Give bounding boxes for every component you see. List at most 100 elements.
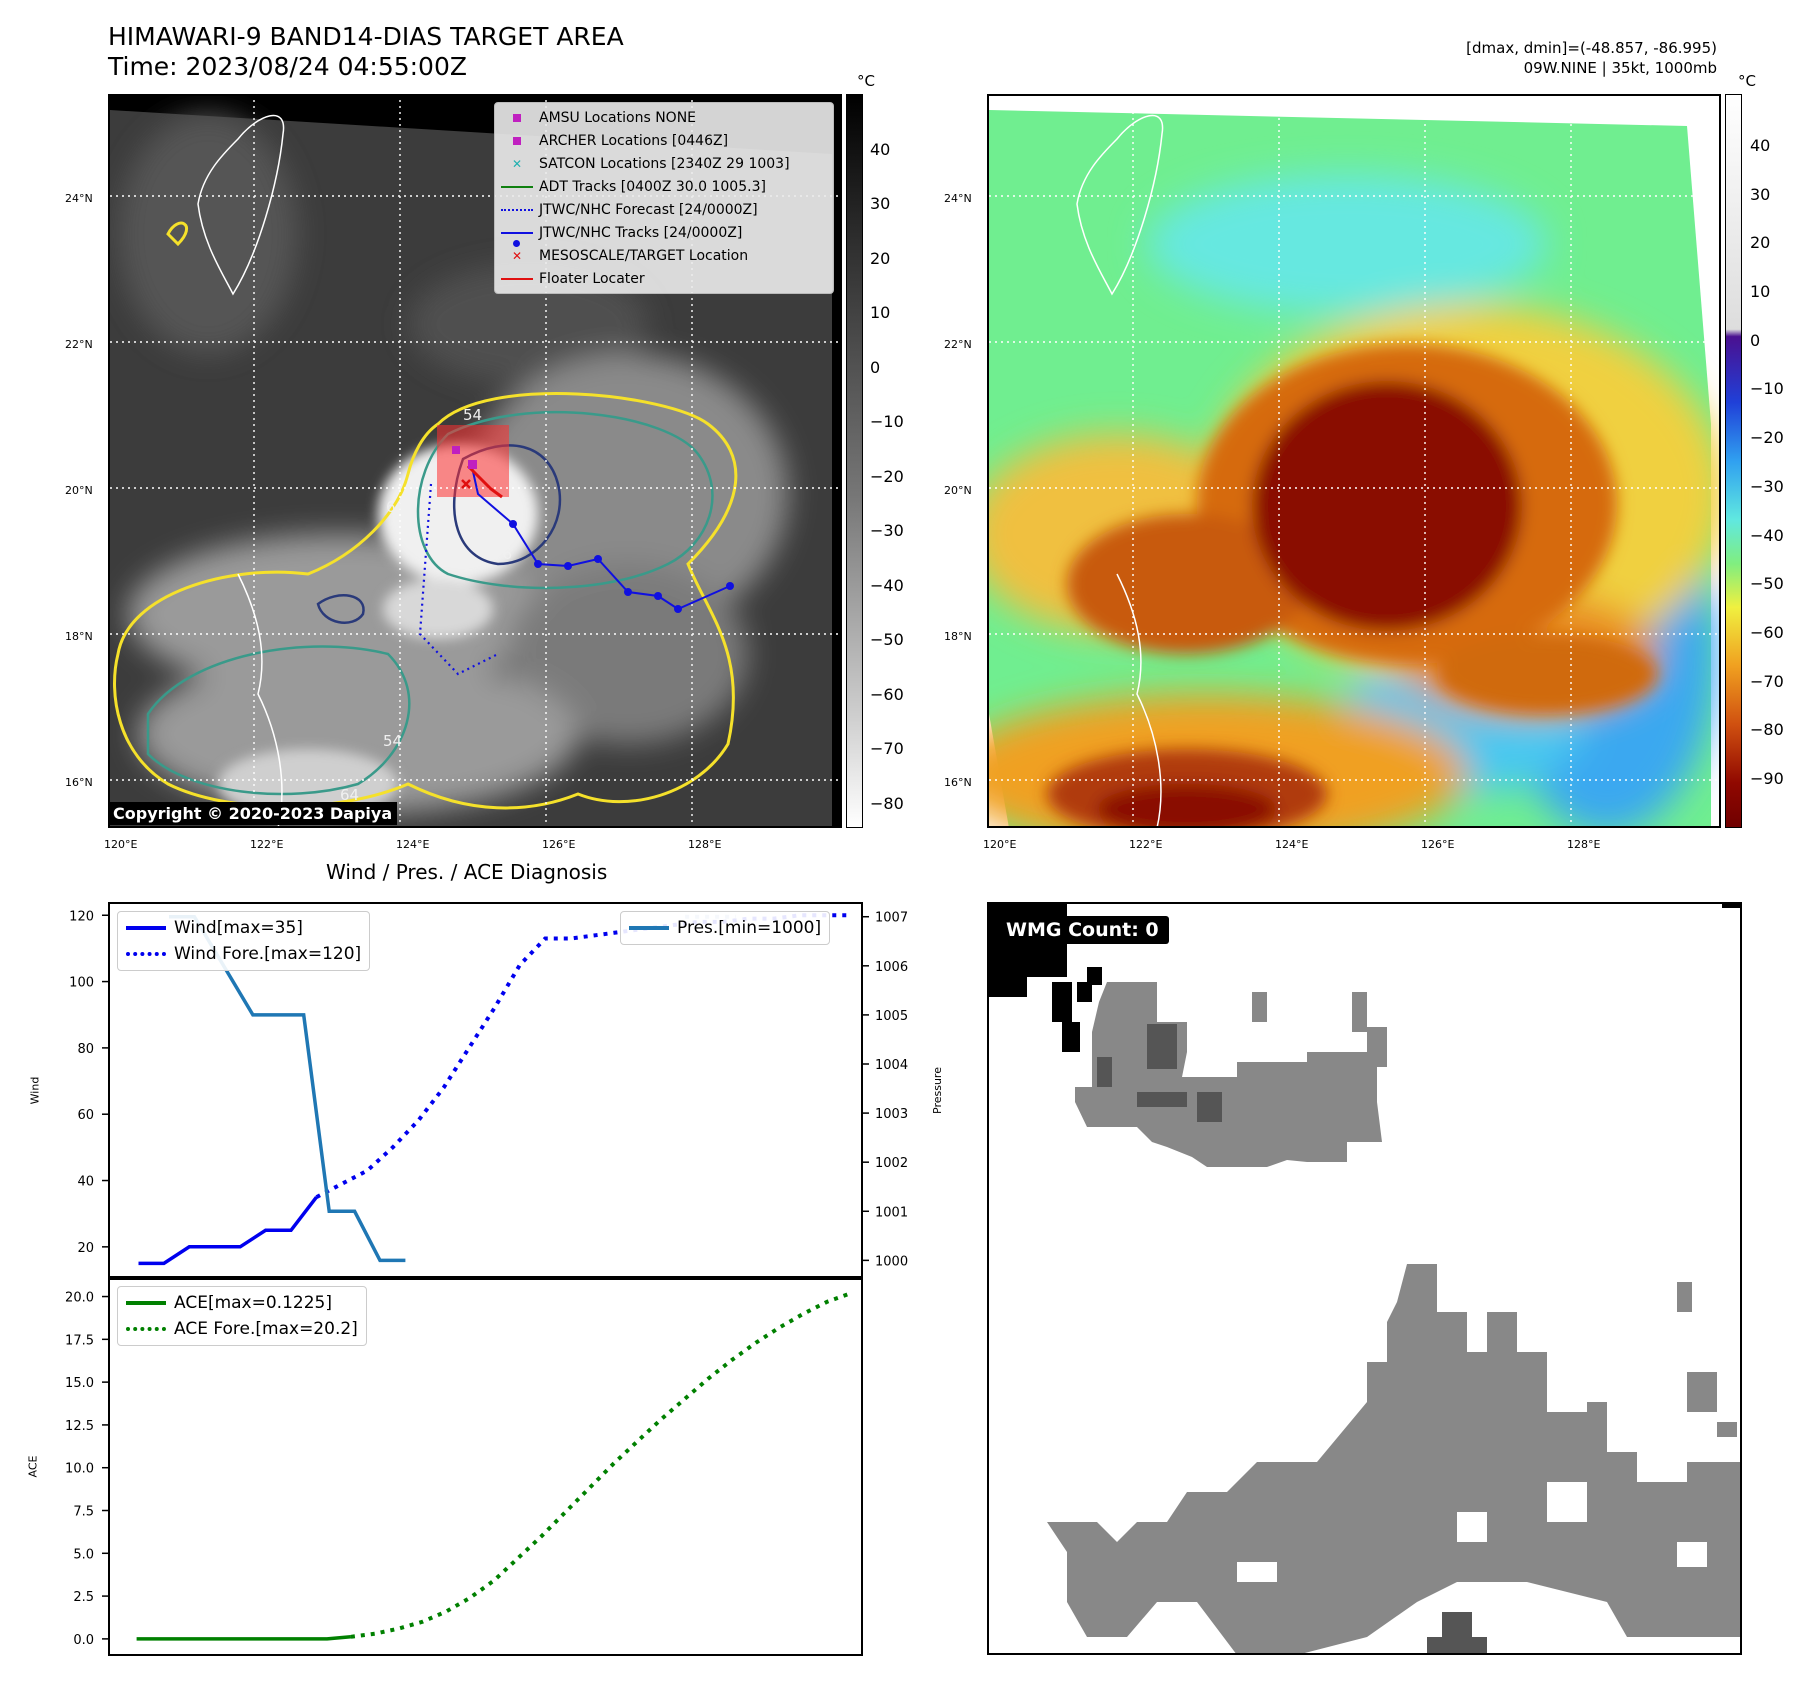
colorbar-tick: 30 <box>870 194 891 213</box>
colorbar-tick: −40 <box>1750 526 1784 545</box>
solid-line-icon <box>126 1301 166 1305</box>
legend-label: Floater Locater <box>539 270 645 287</box>
legend-label: ACE[max=0.1225] <box>174 1293 332 1313</box>
colorbar-tick: −10 <box>1750 379 1784 398</box>
legend-item: AMSU Locations NONE <box>495 106 833 129</box>
wind-tick-label: 20 <box>77 1241 94 1256</box>
ace-axis-label: ACE <box>26 1455 40 1478</box>
legend-label: SATCON Locations [2340Z 29 1003] <box>539 155 790 172</box>
lon-tick: 122°E <box>250 838 284 851</box>
colorbar-tick: 0 <box>1750 331 1761 350</box>
dotted-line-icon <box>495 208 539 211</box>
ace-tick-label: 5.0 <box>73 1547 94 1562</box>
legend-item: JTWC/NHC Tracks [24/0000Z] <box>495 221 833 247</box>
colorbar-tick: −30 <box>870 521 904 540</box>
ace-tick-label: 20.0 <box>65 1291 94 1306</box>
ace-tick-label: 0.0 <box>73 1633 94 1648</box>
wind-tick-label: 80 <box>77 1042 94 1057</box>
pressure-tick-label: 1005 <box>875 1009 908 1024</box>
colorbar-tick: −30 <box>1750 477 1784 496</box>
pressure-tick-label: 1002 <box>875 1156 908 1171</box>
contour-label: 76 <box>493 545 512 563</box>
legend-item: ✕ SATCON Locations [2340Z 29 1003] <box>495 152 833 175</box>
legend-label: JTWC/NHC Forecast [24/0000Z] <box>539 201 758 218</box>
colorbar-tick: −50 <box>870 630 904 649</box>
wind-tick-label: 60 <box>77 1108 94 1123</box>
colorbar-tick: −50 <box>1750 574 1784 593</box>
lat-tick: 18°N <box>65 630 93 643</box>
lat-tick: 20°N <box>65 484 93 497</box>
grayscale-colorbar <box>846 94 863 828</box>
legend-label: JTWC/NHC Tracks [24/0000Z] <box>539 224 743 241</box>
legend-label: AMSU Locations NONE <box>539 109 697 126</box>
colorbar-tick: −80 <box>1750 720 1784 739</box>
ace-frame <box>108 1276 863 1656</box>
colorbar-tick: 10 <box>1750 282 1771 301</box>
figure-title-line-1: HIMAWARI-9 BAND14-DIAS TARGET AREA <box>108 22 624 51</box>
lon-tick: 124°E <box>1275 838 1309 851</box>
wmg-count-badge: WMG Count: 0 <box>996 916 1169 944</box>
lat-tick: 24°N <box>65 192 93 205</box>
colorbar-tick: 40 <box>870 140 891 159</box>
line-icon <box>495 277 539 280</box>
line-icon <box>495 185 539 188</box>
copyright-label: Copyright © 2020-2023 Dapiya <box>108 802 398 825</box>
colorbar-tick: −60 <box>1750 623 1784 642</box>
lat-tick: 22°N <box>944 338 972 351</box>
colorbar-tick: −40 <box>870 576 904 595</box>
legend-label: Wind Fore.[max=120] <box>174 944 362 964</box>
legend-label: Wind[max=35] <box>174 918 303 938</box>
colorbar-tick: 20 <box>870 249 891 268</box>
x-marker-icon: ✕ <box>511 248 523 263</box>
lat-tick: 16°N <box>944 776 972 789</box>
ace-tick-label: 15.0 <box>65 1376 94 1391</box>
lat-tick: 22°N <box>65 338 93 351</box>
legend-item: ARCHER Locations [0446Z] <box>495 129 833 152</box>
square-marker-icon <box>495 113 539 122</box>
wind-tick-label: 120 <box>69 909 94 924</box>
ace-tick-label: 2.5 <box>73 1590 94 1605</box>
colorbar-unit: °C <box>857 72 875 90</box>
pressure-tick-label: 1000 <box>875 1254 908 1269</box>
lon-tick: 126°E <box>542 838 576 851</box>
pressure-axis-label: Pressure <box>930 1067 944 1114</box>
legend-label: ACE Fore.[max=20.2] <box>174 1319 358 1339</box>
diagnosis-title: Wind / Pres. / ACE Diagnosis <box>326 860 608 884</box>
colorbar-tick: 40 <box>1750 136 1771 155</box>
lon-tick: 126°E <box>1421 838 1455 851</box>
storm-summary: 09W.NINE | 35kt, 1000mb <box>1523 59 1717 77</box>
contour-label: 54 <box>383 732 402 750</box>
colorbar-tick: −70 <box>1750 672 1784 691</box>
dmax-dmin-readout: [dmax, dmin]=(-48.857, -86.995) <box>1466 39 1717 57</box>
figure-title-line-2: Time: 2023/08/24 04:55:00Z <box>108 52 467 81</box>
colorbar-tick: −10 <box>870 412 904 431</box>
colorbar-tick: −60 <box>870 685 904 704</box>
colorbar-tick: −70 <box>870 739 904 758</box>
legend-label: MESOSCALE/TARGET Location <box>539 247 749 264</box>
colorbar-tick: 20 <box>1750 233 1771 252</box>
colorbar-tick: −80 <box>870 794 904 813</box>
colorbar-tick: 10 <box>870 303 891 322</box>
colorbar-tick: 0 <box>870 358 881 377</box>
ace-tick-label: 7.5 <box>73 1505 94 1520</box>
contour-label: 64 <box>340 786 359 804</box>
wind-tick-label: 40 <box>77 1175 94 1190</box>
enhancement-colorbar <box>1725 94 1742 828</box>
colorbar-tick: −90 <box>1750 769 1784 788</box>
ace-tick-label: 12.5 <box>65 1419 94 1434</box>
series-line <box>138 1196 318 1266</box>
lon-tick: 120°E <box>983 838 1017 851</box>
ace-tick-label: 17.5 <box>65 1333 94 1348</box>
wind-axis-label: Wind <box>28 1076 42 1105</box>
lat-tick: 16°N <box>65 776 93 789</box>
wind-pressure-frame <box>108 902 863 1280</box>
legend-label: ARCHER Locations [0446Z] <box>539 132 729 149</box>
lon-tick: 124°E <box>396 838 430 851</box>
lat-tick: 20°N <box>944 484 972 497</box>
legend-item: Floater Locater <box>495 267 833 290</box>
pressure-tick-label: 1006 <box>875 960 908 975</box>
lat-tick: 24°N <box>944 192 972 205</box>
pressure-tick-label: 1007 <box>875 911 908 926</box>
colorbar-tick: −20 <box>1750 428 1784 447</box>
wind-tick-label: 100 <box>69 976 94 991</box>
